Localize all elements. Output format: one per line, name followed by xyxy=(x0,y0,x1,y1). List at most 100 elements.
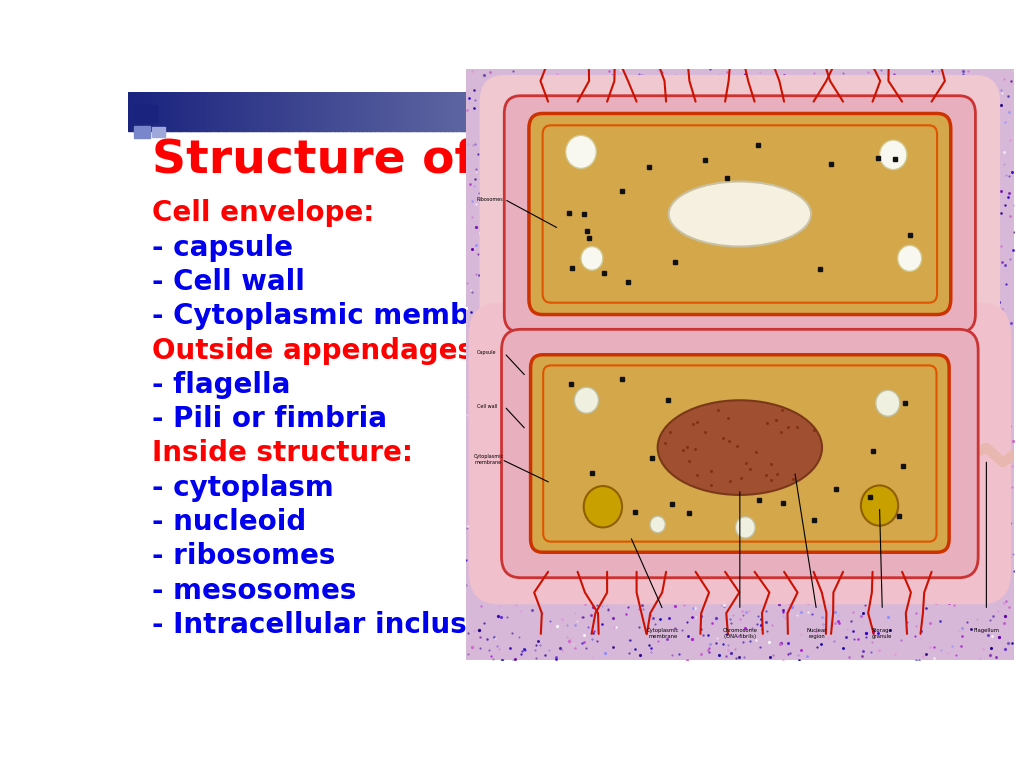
Bar xyxy=(442,92,446,131)
Bar xyxy=(168,92,171,131)
Bar xyxy=(905,92,909,131)
Bar xyxy=(681,92,684,131)
Bar xyxy=(532,92,537,131)
Bar xyxy=(795,92,798,131)
Bar xyxy=(633,92,637,131)
Circle shape xyxy=(898,245,922,271)
Bar xyxy=(367,92,370,131)
Bar xyxy=(887,92,891,131)
Bar xyxy=(134,105,157,121)
Bar xyxy=(133,92,137,131)
Bar xyxy=(665,92,669,131)
Bar xyxy=(210,92,213,131)
Bar xyxy=(322,92,325,131)
Bar xyxy=(369,92,372,131)
FancyBboxPatch shape xyxy=(469,303,1011,604)
Bar xyxy=(411,92,415,131)
Bar xyxy=(583,92,587,131)
Bar xyxy=(763,92,766,131)
Bar xyxy=(911,92,914,131)
Text: - ribosomes: - ribosomes xyxy=(152,542,335,571)
Bar xyxy=(422,92,425,131)
Bar xyxy=(880,92,883,131)
Circle shape xyxy=(584,486,622,528)
Bar xyxy=(853,92,856,131)
Circle shape xyxy=(880,140,907,170)
Bar xyxy=(263,92,266,131)
Bar xyxy=(223,92,226,131)
Bar xyxy=(663,92,666,131)
Bar xyxy=(522,92,525,131)
Bar xyxy=(913,92,918,131)
Bar xyxy=(255,92,258,131)
Bar xyxy=(628,92,632,131)
Bar xyxy=(377,92,380,131)
Bar xyxy=(197,92,201,131)
Bar xyxy=(652,92,655,131)
Bar xyxy=(916,92,920,131)
Bar xyxy=(215,92,219,131)
Bar xyxy=(837,92,841,131)
Bar xyxy=(250,92,253,131)
Bar xyxy=(287,92,290,131)
Bar xyxy=(183,92,187,131)
Text: Cytoplasmic
membrane: Cytoplasmic membrane xyxy=(647,628,679,639)
Bar xyxy=(392,92,396,131)
Bar xyxy=(342,92,346,131)
Bar xyxy=(845,92,848,131)
Bar xyxy=(890,92,893,131)
Bar xyxy=(805,92,809,131)
Bar xyxy=(586,92,589,131)
Circle shape xyxy=(565,135,596,168)
Bar xyxy=(382,92,385,131)
Bar xyxy=(826,92,829,131)
Bar xyxy=(591,92,594,131)
Text: - flagella: - flagella xyxy=(152,371,290,399)
Bar xyxy=(242,92,245,131)
Bar xyxy=(514,92,518,131)
Bar xyxy=(188,92,193,131)
Bar xyxy=(509,92,512,131)
Bar xyxy=(519,92,523,131)
Bar xyxy=(345,92,348,131)
Text: Storage
granule: Storage granule xyxy=(871,628,893,639)
Bar xyxy=(403,92,407,131)
Bar xyxy=(247,92,251,131)
Bar xyxy=(228,92,232,131)
Bar xyxy=(702,92,706,131)
Bar xyxy=(501,92,505,131)
Bar xyxy=(868,92,872,131)
Bar xyxy=(792,92,796,131)
Bar xyxy=(758,92,761,131)
Circle shape xyxy=(574,387,598,413)
Bar xyxy=(639,92,642,131)
Bar xyxy=(578,92,582,131)
Bar xyxy=(808,92,811,131)
Bar xyxy=(848,92,851,131)
Bar xyxy=(612,92,615,131)
Bar xyxy=(800,92,804,131)
Bar xyxy=(538,92,542,131)
Bar xyxy=(750,92,753,131)
Bar xyxy=(417,92,420,131)
FancyBboxPatch shape xyxy=(479,75,1000,353)
Bar xyxy=(898,92,901,131)
Bar xyxy=(406,92,410,131)
Bar xyxy=(900,92,904,131)
FancyBboxPatch shape xyxy=(529,114,950,315)
Text: - Cytoplasmic membrane: - Cytoplasmic membrane xyxy=(152,303,541,330)
Bar xyxy=(128,92,131,131)
Bar xyxy=(607,92,610,131)
Bar xyxy=(567,92,570,131)
Bar xyxy=(131,92,134,131)
Bar xyxy=(152,127,165,137)
Bar xyxy=(544,92,547,131)
Text: - nucleoid: - nucleoid xyxy=(152,508,306,536)
Bar xyxy=(644,92,647,131)
Bar xyxy=(364,92,367,131)
Text: - Pili or fimbria: - Pili or fimbria xyxy=(152,406,387,433)
Bar xyxy=(372,92,375,131)
Bar xyxy=(379,92,383,131)
Bar xyxy=(390,92,393,131)
Bar xyxy=(551,92,555,131)
